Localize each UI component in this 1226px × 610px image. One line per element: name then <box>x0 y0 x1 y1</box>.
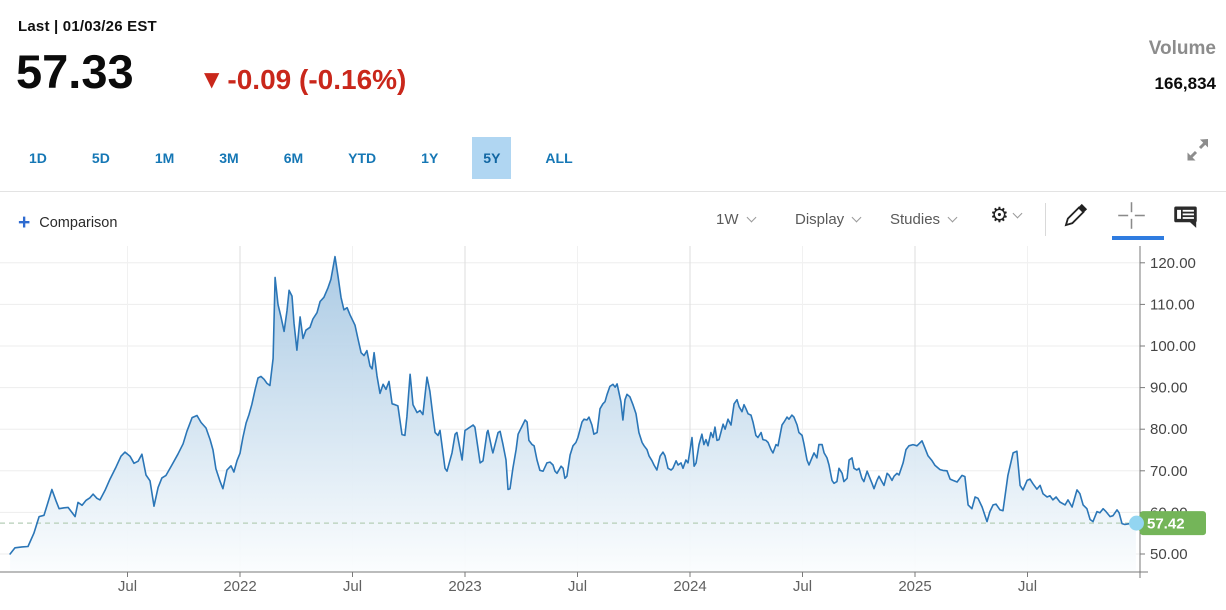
y-axis-label: 120.00 <box>1150 255 1196 272</box>
range-tab-all[interactable]: ALL <box>545 150 573 166</box>
range-tab-1m[interactable]: 1M <box>154 150 175 166</box>
x-axis-label: Jul <box>343 578 362 595</box>
gear-icon: ⚙ <box>990 203 1009 227</box>
range-tab-5d[interactable]: 5D <box>91 150 110 166</box>
expand-icon <box>1187 139 1208 161</box>
x-axis-label: Jul <box>793 578 812 595</box>
x-axis-label: 2024 <box>673 578 706 595</box>
settings-gear-button[interactable]: ⚙ <box>990 203 1023 227</box>
last-price-timestamp: Last | 01/03/26 EST <box>18 18 157 35</box>
last-value-badge <box>1140 511 1206 536</box>
price-change: ▼ -0.09 (-0.16%) <box>204 64 406 96</box>
range-tab-1y[interactable]: 1Y <box>421 150 439 166</box>
y-axis-label: 80.00 <box>1150 421 1188 438</box>
crosshair-tool-button[interactable] <box>1116 200 1147 236</box>
y-axis-label: 100.00 <box>1150 338 1196 355</box>
range-tabs: 1D 5D 1M 3M 6M YTD 1Y 5Y ALL <box>18 137 584 179</box>
studies-dropdown[interactable]: Studies <box>890 211 958 228</box>
plus-icon: + <box>18 211 31 234</box>
y-axis-label: 70.00 <box>1150 463 1188 480</box>
tabs-divider <box>0 191 1226 192</box>
range-tab-ytd[interactable]: YTD <box>348 150 377 166</box>
x-axis-label: Jul <box>1018 578 1037 595</box>
display-label: Display <box>795 211 845 228</box>
range-tab-1d[interactable]: 1D <box>29 150 47 166</box>
toolbar-divider <box>1045 203 1046 236</box>
range-tab-3m[interactable]: 3M <box>219 150 239 166</box>
range-tab-6m[interactable]: 6M <box>283 150 304 166</box>
last-price-dot <box>1129 515 1144 531</box>
y-axis-label: 90.00 <box>1150 380 1188 397</box>
display-dropdown[interactable]: Display <box>795 211 862 228</box>
y-axis-label: 50.00 <box>1150 546 1188 563</box>
range-tab-5y[interactable]: 5Y <box>472 137 512 179</box>
studies-label: Studies <box>890 211 941 228</box>
price-area <box>10 256 1136 572</box>
x-axis-label: Jul <box>118 578 137 595</box>
y-axis-label: 110.00 <box>1150 296 1195 313</box>
x-axis-label: Jul <box>568 578 587 595</box>
news-comment-icon <box>1174 206 1197 228</box>
interval-value: 1W <box>716 211 739 228</box>
comparison-label: Comparison <box>39 215 118 231</box>
volume-label: Volume <box>1148 38 1216 59</box>
volume-value: 166,834 <box>1154 74 1216 93</box>
news-panel-button[interactable] <box>1172 202 1199 234</box>
interval-dropdown[interactable]: 1W <box>716 211 756 228</box>
x-axis-label: 2025 <box>898 578 931 595</box>
price-change-text: -0.09 (-0.16%) <box>227 64 407 95</box>
x-axis-label: 2023 <box>448 578 481 595</box>
add-comparison-button[interactable]: + Comparison <box>18 211 118 234</box>
x-axis-label: 2022 <box>223 578 256 595</box>
fullscreen-button[interactable] <box>1184 136 1212 164</box>
last-price: 57.33 <box>16 45 134 98</box>
last-value-badge-text: 57.42 <box>1147 516 1185 533</box>
draw-tool-button[interactable] <box>1062 202 1089 234</box>
down-arrow-icon: ▼ <box>204 67 220 91</box>
price-line <box>9 255 1137 555</box>
active-tool-underline <box>1112 236 1164 240</box>
pencil-icon <box>1064 203 1088 227</box>
crosshair-icon <box>1118 202 1145 229</box>
